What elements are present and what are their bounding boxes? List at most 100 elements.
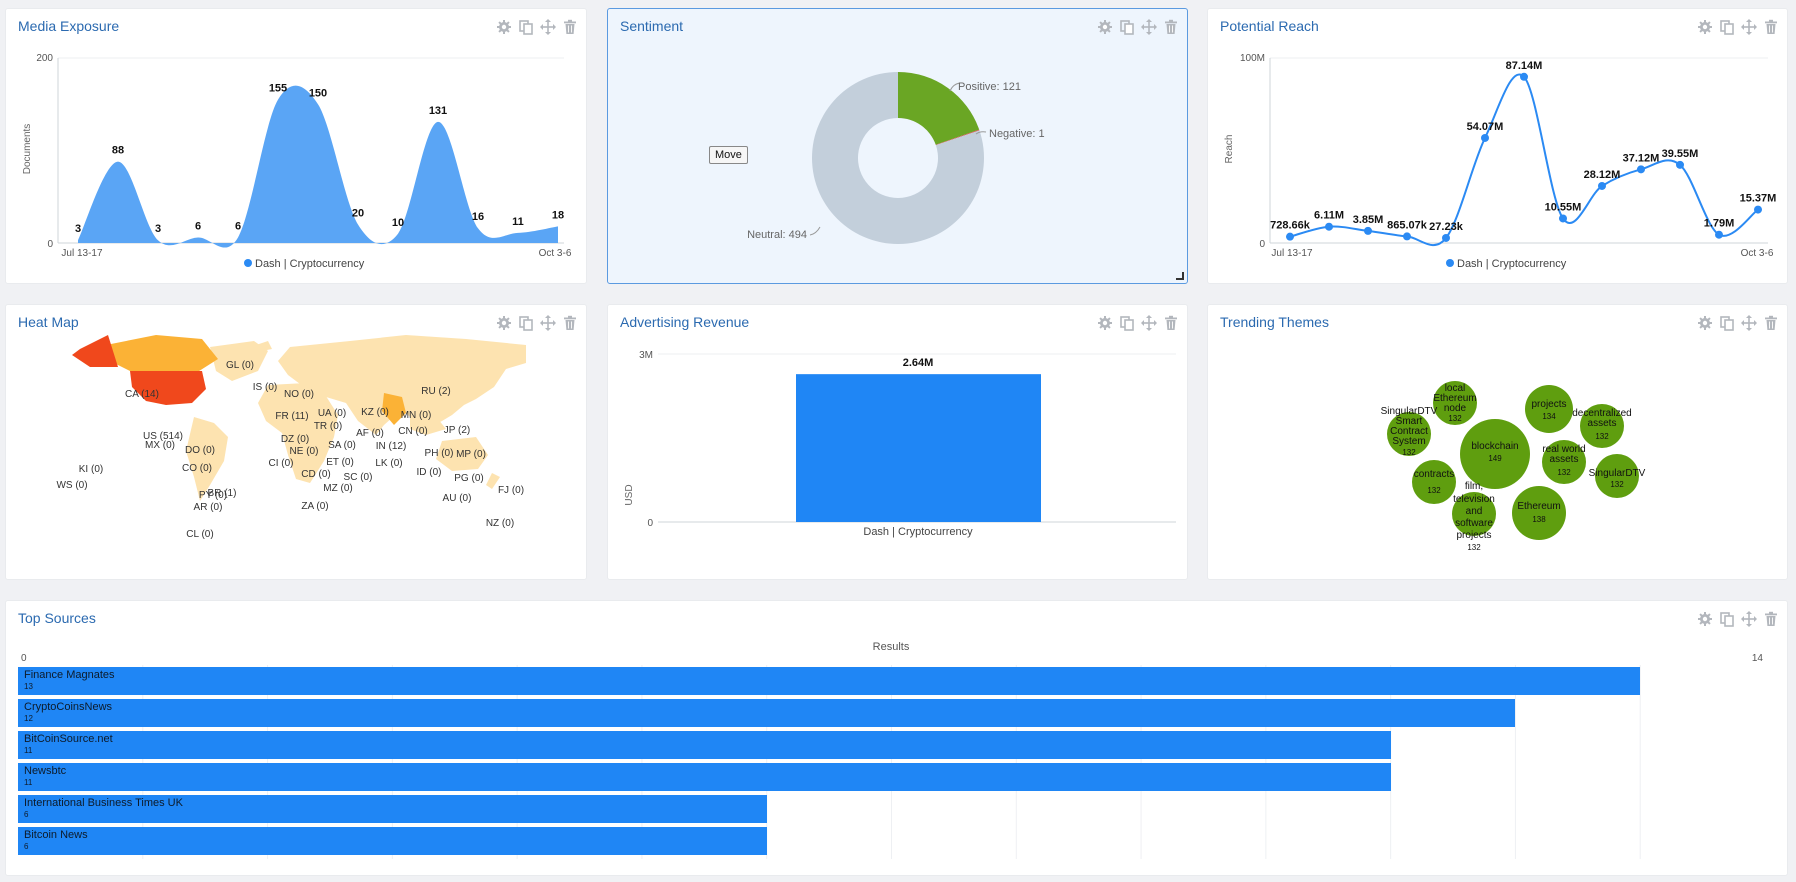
- high-activity-regions: [72, 335, 406, 425]
- area-series: [78, 85, 558, 248]
- sentiment-chart: Positive: 121 Negative: 1 Neutral: 494: [747, 72, 1045, 244]
- resize-handle[interactable]: [1176, 272, 1184, 280]
- trending-themes-bubbles: localEthereumnode132SingularDTVSmartCont…: [1381, 381, 1646, 552]
- reach-point[interactable]: [1520, 72, 1528, 81]
- country-label: PY (0): [199, 490, 227, 501]
- y-axis-title: Documents: [22, 124, 33, 175]
- country-label: UA (0): [318, 408, 346, 419]
- theme-count: 132: [1610, 480, 1624, 489]
- y-tick-label: 0: [47, 239, 53, 250]
- source-bar[interactable]: Finance Magnates 13: [18, 667, 1640, 695]
- top-sources-axis: Results 0 14: [21, 641, 1764, 859]
- source-name: CryptoCoinsNews: [24, 701, 113, 713]
- theme-name: television: [1453, 494, 1495, 505]
- data-label: 150: [309, 87, 327, 99]
- reach-point[interactable]: [1442, 233, 1450, 242]
- theme-bubble[interactable]: [1452, 492, 1496, 536]
- y-axis-title: USD: [624, 484, 635, 505]
- negative-slice[interactable]: [935, 129, 980, 146]
- theme-name: Ethereum: [1433, 393, 1476, 404]
- positive-slice[interactable]: [898, 72, 980, 145]
- theme-bubble[interactable]: [1460, 419, 1530, 489]
- country-label: CI (0): [269, 458, 294, 469]
- data-label: 11: [512, 216, 524, 228]
- source-bar[interactable]: BitCoinSource.net 11: [18, 731, 1391, 759]
- theme-count: 132: [1448, 414, 1462, 423]
- country-label: SC (0): [344, 472, 373, 483]
- revenue-bar[interactable]: [796, 374, 1041, 522]
- country-label: CO (0): [182, 463, 212, 474]
- heat-map-title: Heat Map: [18, 314, 79, 330]
- theme-bubble[interactable]: [1512, 486, 1566, 540]
- source-bar[interactable]: International Business Times UK 6: [18, 795, 767, 823]
- trending-themes-title: Trending Themes: [1220, 314, 1329, 330]
- theme-name: real world: [1542, 444, 1585, 455]
- y-tick-label: 0: [1259, 239, 1265, 250]
- legend-label[interactable]: Dash | Cryptocurrency: [255, 258, 365, 270]
- data-label: 728.66k: [1270, 220, 1311, 232]
- source-count: 11: [24, 778, 33, 787]
- world-heat-map[interactable]: US (514) CA (14) IN (12) FR (11) RU (2) JP (2…: [6, 305, 588, 581]
- data-label: 39.55M: [1662, 148, 1699, 160]
- legend-label[interactable]: Dash | Cryptocurrency: [1457, 258, 1567, 270]
- advertising-revenue-title: Advertising Revenue: [620, 314, 750, 330]
- connector-line: [975, 131, 987, 135]
- country-label: IS (0): [253, 382, 277, 393]
- source-bar[interactable]: Bitcoin News 6: [18, 827, 767, 855]
- reach-point[interactable]: [1598, 181, 1606, 190]
- reach-point[interactable]: [1364, 226, 1372, 235]
- reach-point[interactable]: [1637, 165, 1645, 174]
- source-count: 13: [24, 682, 33, 691]
- data-label: 865.07k: [1387, 219, 1428, 231]
- x-tick-label: Oct 3-6: [1741, 248, 1774, 259]
- reach-point[interactable]: [1286, 232, 1294, 241]
- reach-point[interactable]: [1481, 133, 1489, 142]
- country-label: IN (12): [376, 441, 407, 452]
- theme-bubble[interactable]: [1387, 412, 1431, 456]
- theme-bubble[interactable]: [1525, 385, 1573, 433]
- data-label: 3: [75, 223, 81, 235]
- source-bar[interactable]: Newsbtc 11: [18, 763, 1391, 791]
- reach-point[interactable]: [1559, 214, 1567, 223]
- country-label: CD (0): [301, 469, 330, 480]
- country-label: ET (0): [326, 457, 354, 468]
- reach-point[interactable]: [1403, 232, 1411, 241]
- country-label: AR (0): [194, 502, 223, 513]
- theme-name: contracts: [1414, 469, 1455, 480]
- country-label: MX (0): [145, 440, 175, 451]
- x-axis-title: Results: [873, 641, 910, 653]
- country-label: TR (0): [314, 421, 342, 432]
- theme-bubble[interactable]: [1580, 404, 1624, 448]
- y-tick-label: 100M: [1240, 53, 1265, 64]
- reach-point[interactable]: [1754, 205, 1762, 214]
- country-label: ID (0): [417, 467, 442, 478]
- us-region: [130, 371, 206, 405]
- data-label: 15.37M: [1740, 193, 1777, 205]
- theme-bubble[interactable]: [1542, 440, 1586, 484]
- country-label: FR (11): [275, 411, 308, 422]
- theme-count: 149: [1488, 454, 1502, 463]
- country-label: BR (1): [208, 488, 237, 499]
- country-label: GL (0): [226, 360, 254, 371]
- theme-name: Contract: [1390, 426, 1428, 437]
- country-label: WS (0): [56, 480, 87, 491]
- move-tooltip: Move: [709, 146, 748, 164]
- reach-point[interactable]: [1715, 230, 1723, 239]
- source-count: 11: [24, 746, 33, 755]
- theme-bubble[interactable]: [1412, 460, 1456, 504]
- land-masses: [186, 335, 526, 501]
- source-count: 6: [24, 810, 29, 819]
- theme-name: local: [1445, 383, 1466, 394]
- theme-name: film,: [1465, 481, 1483, 492]
- x-tick-label: 14: [1752, 653, 1764, 664]
- theme-bubble[interactable]: [1433, 381, 1477, 425]
- theme-name: projects: [1531, 399, 1566, 410]
- country-label: NZ (0): [486, 518, 514, 529]
- source-bar[interactable]: CryptoCoinsNews 12: [18, 699, 1515, 727]
- theme-count: 132: [1467, 543, 1481, 552]
- theme-bubble[interactable]: [1595, 454, 1639, 498]
- y-axis-title: Reach: [1224, 135, 1235, 164]
- neutral-slice[interactable]: [812, 72, 984, 244]
- reach-point[interactable]: [1676, 160, 1684, 169]
- reach-point[interactable]: [1325, 222, 1333, 231]
